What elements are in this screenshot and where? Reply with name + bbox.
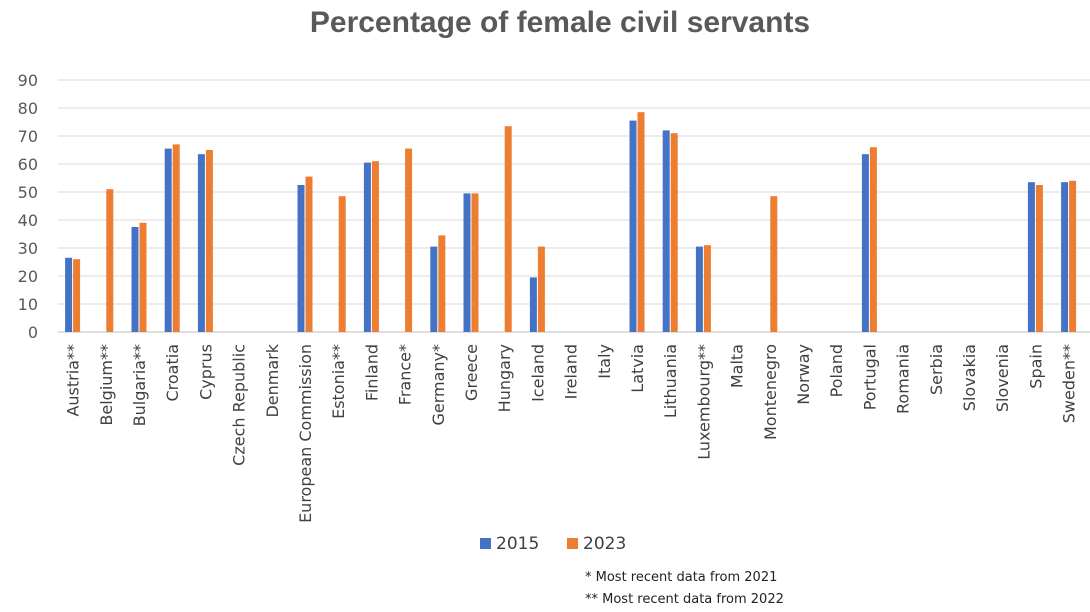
x-tick-label: Malta bbox=[728, 344, 747, 388]
bar-2023 bbox=[670, 133, 678, 332]
x-tick-label: Hungary bbox=[495, 344, 514, 412]
x-tick-label: Ireland bbox=[562, 344, 581, 399]
bar-2023 bbox=[770, 196, 778, 332]
x-tick-label: Italy bbox=[595, 344, 614, 379]
legend-swatch-2015 bbox=[480, 538, 491, 549]
bar-2023 bbox=[73, 259, 81, 332]
bar-2015 bbox=[662, 130, 670, 332]
x-tick-label: European Commission bbox=[296, 344, 315, 523]
legend-swatch-2023 bbox=[567, 538, 578, 549]
bar-2015 bbox=[1061, 182, 1069, 332]
bar-2015 bbox=[695, 246, 703, 332]
x-tick-label: Greece bbox=[462, 344, 481, 401]
bar-2015 bbox=[463, 193, 471, 332]
bar-2023 bbox=[869, 147, 877, 332]
x-tick-label: Poland bbox=[827, 344, 846, 397]
x-tick-label: Luxembourg** bbox=[694, 344, 713, 460]
bar-2023 bbox=[305, 176, 313, 332]
x-tick-label: Bulgaria** bbox=[130, 344, 149, 426]
chart-title: Percentage of female civil servants bbox=[309, 6, 811, 39]
bar-2023 bbox=[338, 196, 346, 332]
bar-2015 bbox=[131, 227, 139, 332]
x-tick-label: Montenegro bbox=[761, 344, 780, 440]
x-tick-label: Lithuania bbox=[661, 344, 680, 418]
x-tick-label: Portugal bbox=[860, 344, 879, 410]
bar-2023 bbox=[537, 246, 545, 332]
bar-2023 bbox=[703, 245, 711, 332]
x-tick-label: Czech Republic bbox=[230, 344, 249, 466]
y-tick-label: 80 bbox=[18, 99, 38, 118]
bar-2015 bbox=[430, 246, 438, 332]
footnote-2021: * Most recent data from 2021 bbox=[585, 570, 778, 585]
x-tick-label: Germany* bbox=[429, 344, 448, 426]
y-tick-label: 10 bbox=[18, 295, 38, 314]
x-tick-label: Estonia** bbox=[329, 344, 348, 419]
y-tick-label: 20 bbox=[18, 267, 38, 286]
x-tick-label: Romania bbox=[894, 344, 913, 414]
y-tick-label: 0 bbox=[28, 323, 38, 342]
bar-2015 bbox=[65, 257, 73, 332]
x-tick-label: Sweden** bbox=[1060, 344, 1079, 423]
bar-2023 bbox=[405, 148, 413, 332]
bar-2023 bbox=[504, 126, 512, 332]
x-tick-label: Spain bbox=[1026, 344, 1045, 389]
y-tick-label: 40 bbox=[18, 211, 38, 230]
x-tick-label: Belgium** bbox=[97, 344, 116, 426]
x-tick-label: Latvia bbox=[628, 344, 647, 393]
x-tick-label: Norway bbox=[794, 344, 813, 405]
x-tick-label: Cyprus bbox=[196, 344, 215, 400]
x-tick-label: Austria** bbox=[64, 344, 83, 417]
bar-2015 bbox=[197, 154, 205, 332]
bar-2023 bbox=[1069, 180, 1077, 332]
bar-2023 bbox=[172, 144, 180, 332]
bar-2023 bbox=[106, 189, 114, 332]
x-tick-label: Denmark bbox=[263, 343, 282, 417]
bar-2015 bbox=[363, 162, 371, 332]
bar-2023 bbox=[438, 235, 446, 332]
x-tick-label: Iceland bbox=[528, 344, 547, 402]
y-tick-label: 50 bbox=[18, 183, 38, 202]
bar-2023 bbox=[139, 222, 147, 332]
bar-2023 bbox=[205, 150, 213, 332]
bar-2015 bbox=[164, 148, 172, 332]
legend-label-2023: 2023 bbox=[583, 534, 626, 554]
x-tick-label: France* bbox=[396, 344, 415, 405]
bar-2023 bbox=[637, 112, 645, 332]
footnote-2022: ** Most recent data from 2022 bbox=[585, 592, 784, 607]
x-tick-label: Serbia bbox=[927, 344, 946, 395]
legend-label-2015: 2015 bbox=[496, 534, 539, 554]
bar-2015 bbox=[629, 120, 637, 332]
y-tick-label: 30 bbox=[18, 239, 38, 258]
x-tick-label: Finland bbox=[362, 344, 381, 401]
y-tick-label: 90 bbox=[18, 71, 38, 90]
bar-2023 bbox=[471, 193, 479, 332]
x-tick-label: Croatia bbox=[163, 344, 182, 402]
bar-2023 bbox=[1035, 185, 1043, 332]
bar-2015 bbox=[297, 185, 305, 332]
bar-2015 bbox=[529, 277, 537, 332]
x-tick-label: Slovakia bbox=[960, 344, 979, 411]
y-tick-label: 60 bbox=[18, 155, 38, 174]
bar-2015 bbox=[1027, 182, 1035, 332]
x-tick-label: Slovenia bbox=[993, 344, 1012, 412]
bar-2023 bbox=[371, 161, 379, 332]
y-tick-label: 70 bbox=[18, 127, 38, 146]
bar-2015 bbox=[861, 154, 869, 332]
